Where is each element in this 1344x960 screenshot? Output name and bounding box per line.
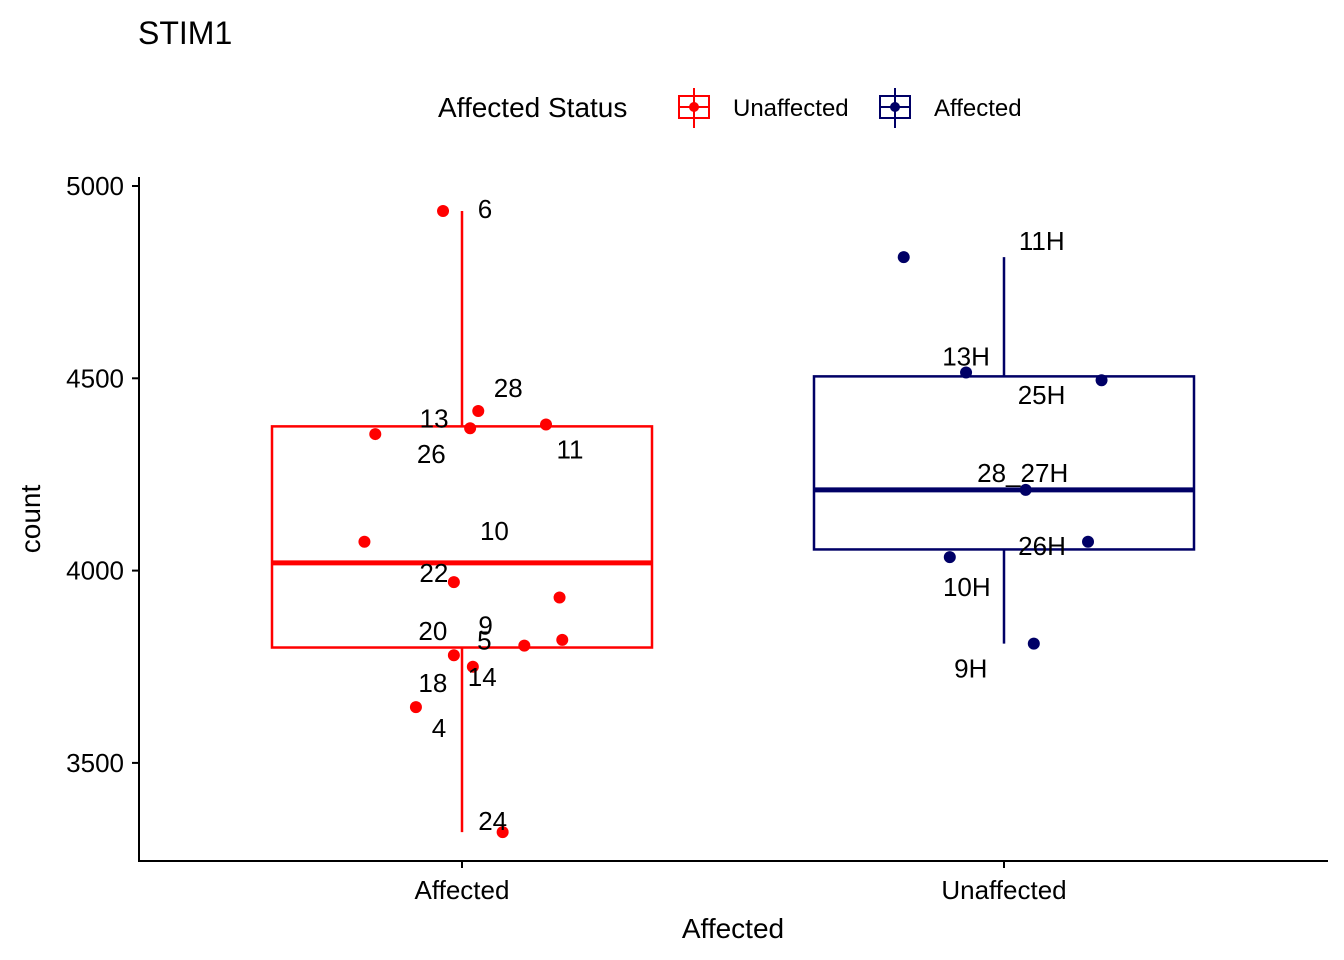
data-point bbox=[540, 418, 553, 431]
plot-area: 6 28 13 26 11 10 22 9 20 5 18 14 4 24 11H 13H 25H 28_27H 2… bbox=[270, 194, 1196, 839]
x-tick-label: Unaffected bbox=[941, 875, 1066, 905]
iqr-box bbox=[270, 425, 654, 649]
point-label: 10H bbox=[943, 572, 991, 602]
box-group-unaffected: 11H 13H 25H 28_27H 26H 10H 9H bbox=[812, 226, 1196, 684]
data-point bbox=[358, 535, 371, 548]
data-point bbox=[1095, 374, 1108, 387]
data-point bbox=[464, 422, 477, 435]
point-label: 26H bbox=[1018, 531, 1066, 561]
legend-label-affected: Affected bbox=[934, 95, 1022, 122]
box-group-affected: 6 28 13 26 11 10 22 9 20 5 18 14 4 24 bbox=[270, 194, 654, 839]
point-label: 26 bbox=[417, 439, 446, 469]
data-point bbox=[496, 826, 509, 839]
data-point bbox=[447, 576, 460, 589]
point-label: 14 bbox=[468, 662, 497, 692]
point-label: 5 bbox=[477, 626, 491, 656]
data-point bbox=[369, 428, 382, 441]
point-label: 9 bbox=[478, 611, 492, 641]
y-tick-label: 3500 bbox=[66, 748, 124, 778]
point-label: 13H bbox=[942, 342, 990, 372]
legend-title: Affected Status bbox=[438, 92, 627, 123]
point-label: 11 bbox=[557, 434, 584, 464]
point-label: 13 bbox=[420, 403, 449, 433]
data-point bbox=[437, 204, 450, 217]
data-point bbox=[960, 366, 973, 379]
point-label: 28 bbox=[494, 373, 523, 403]
x-axis-title: Affected bbox=[682, 913, 784, 944]
data-point bbox=[943, 551, 956, 564]
chart-title: STIM1 bbox=[138, 15, 232, 51]
y-axis-ticks: 3500 4000 4500 5000 bbox=[66, 171, 139, 778]
data-point bbox=[556, 633, 569, 646]
x-axis-ticks: Affected Unaffected bbox=[415, 861, 1067, 905]
point-label: 25H bbox=[1018, 380, 1066, 410]
legend-key-affected bbox=[879, 88, 911, 128]
data-point bbox=[447, 649, 460, 662]
point-label: 10 bbox=[480, 516, 509, 546]
point-label: 4 bbox=[432, 713, 446, 743]
point-label: 24 bbox=[478, 806, 507, 836]
data-point bbox=[1027, 637, 1040, 650]
point-label: 9H bbox=[954, 654, 987, 684]
point-label: 6 bbox=[478, 194, 492, 224]
iqr-box bbox=[812, 375, 1196, 551]
point-label: 18 bbox=[418, 668, 447, 698]
point-label: 22 bbox=[419, 558, 448, 588]
data-point bbox=[897, 251, 910, 264]
x-tick-label: Affected bbox=[415, 875, 510, 905]
legend: Affected Status Unaffected Affected bbox=[438, 88, 1022, 128]
point-label: 11H bbox=[1019, 226, 1065, 256]
legend-label-unaffected: Unaffected bbox=[733, 95, 849, 122]
y-tick-label: 4000 bbox=[66, 556, 124, 586]
data-point bbox=[466, 660, 479, 673]
data-point bbox=[472, 404, 485, 417]
data-point bbox=[1082, 535, 1095, 548]
data-point bbox=[1019, 483, 1032, 496]
data-point bbox=[553, 591, 566, 604]
y-axis-title: count bbox=[15, 485, 46, 554]
data-point bbox=[409, 701, 422, 714]
legend-key-unaffected bbox=[678, 88, 710, 128]
point-label: 28_27H bbox=[977, 458, 1068, 488]
point-label: 20 bbox=[418, 616, 447, 646]
y-tick-label: 4500 bbox=[66, 363, 124, 393]
y-tick-label: 5000 bbox=[66, 171, 124, 201]
data-point bbox=[518, 639, 531, 652]
